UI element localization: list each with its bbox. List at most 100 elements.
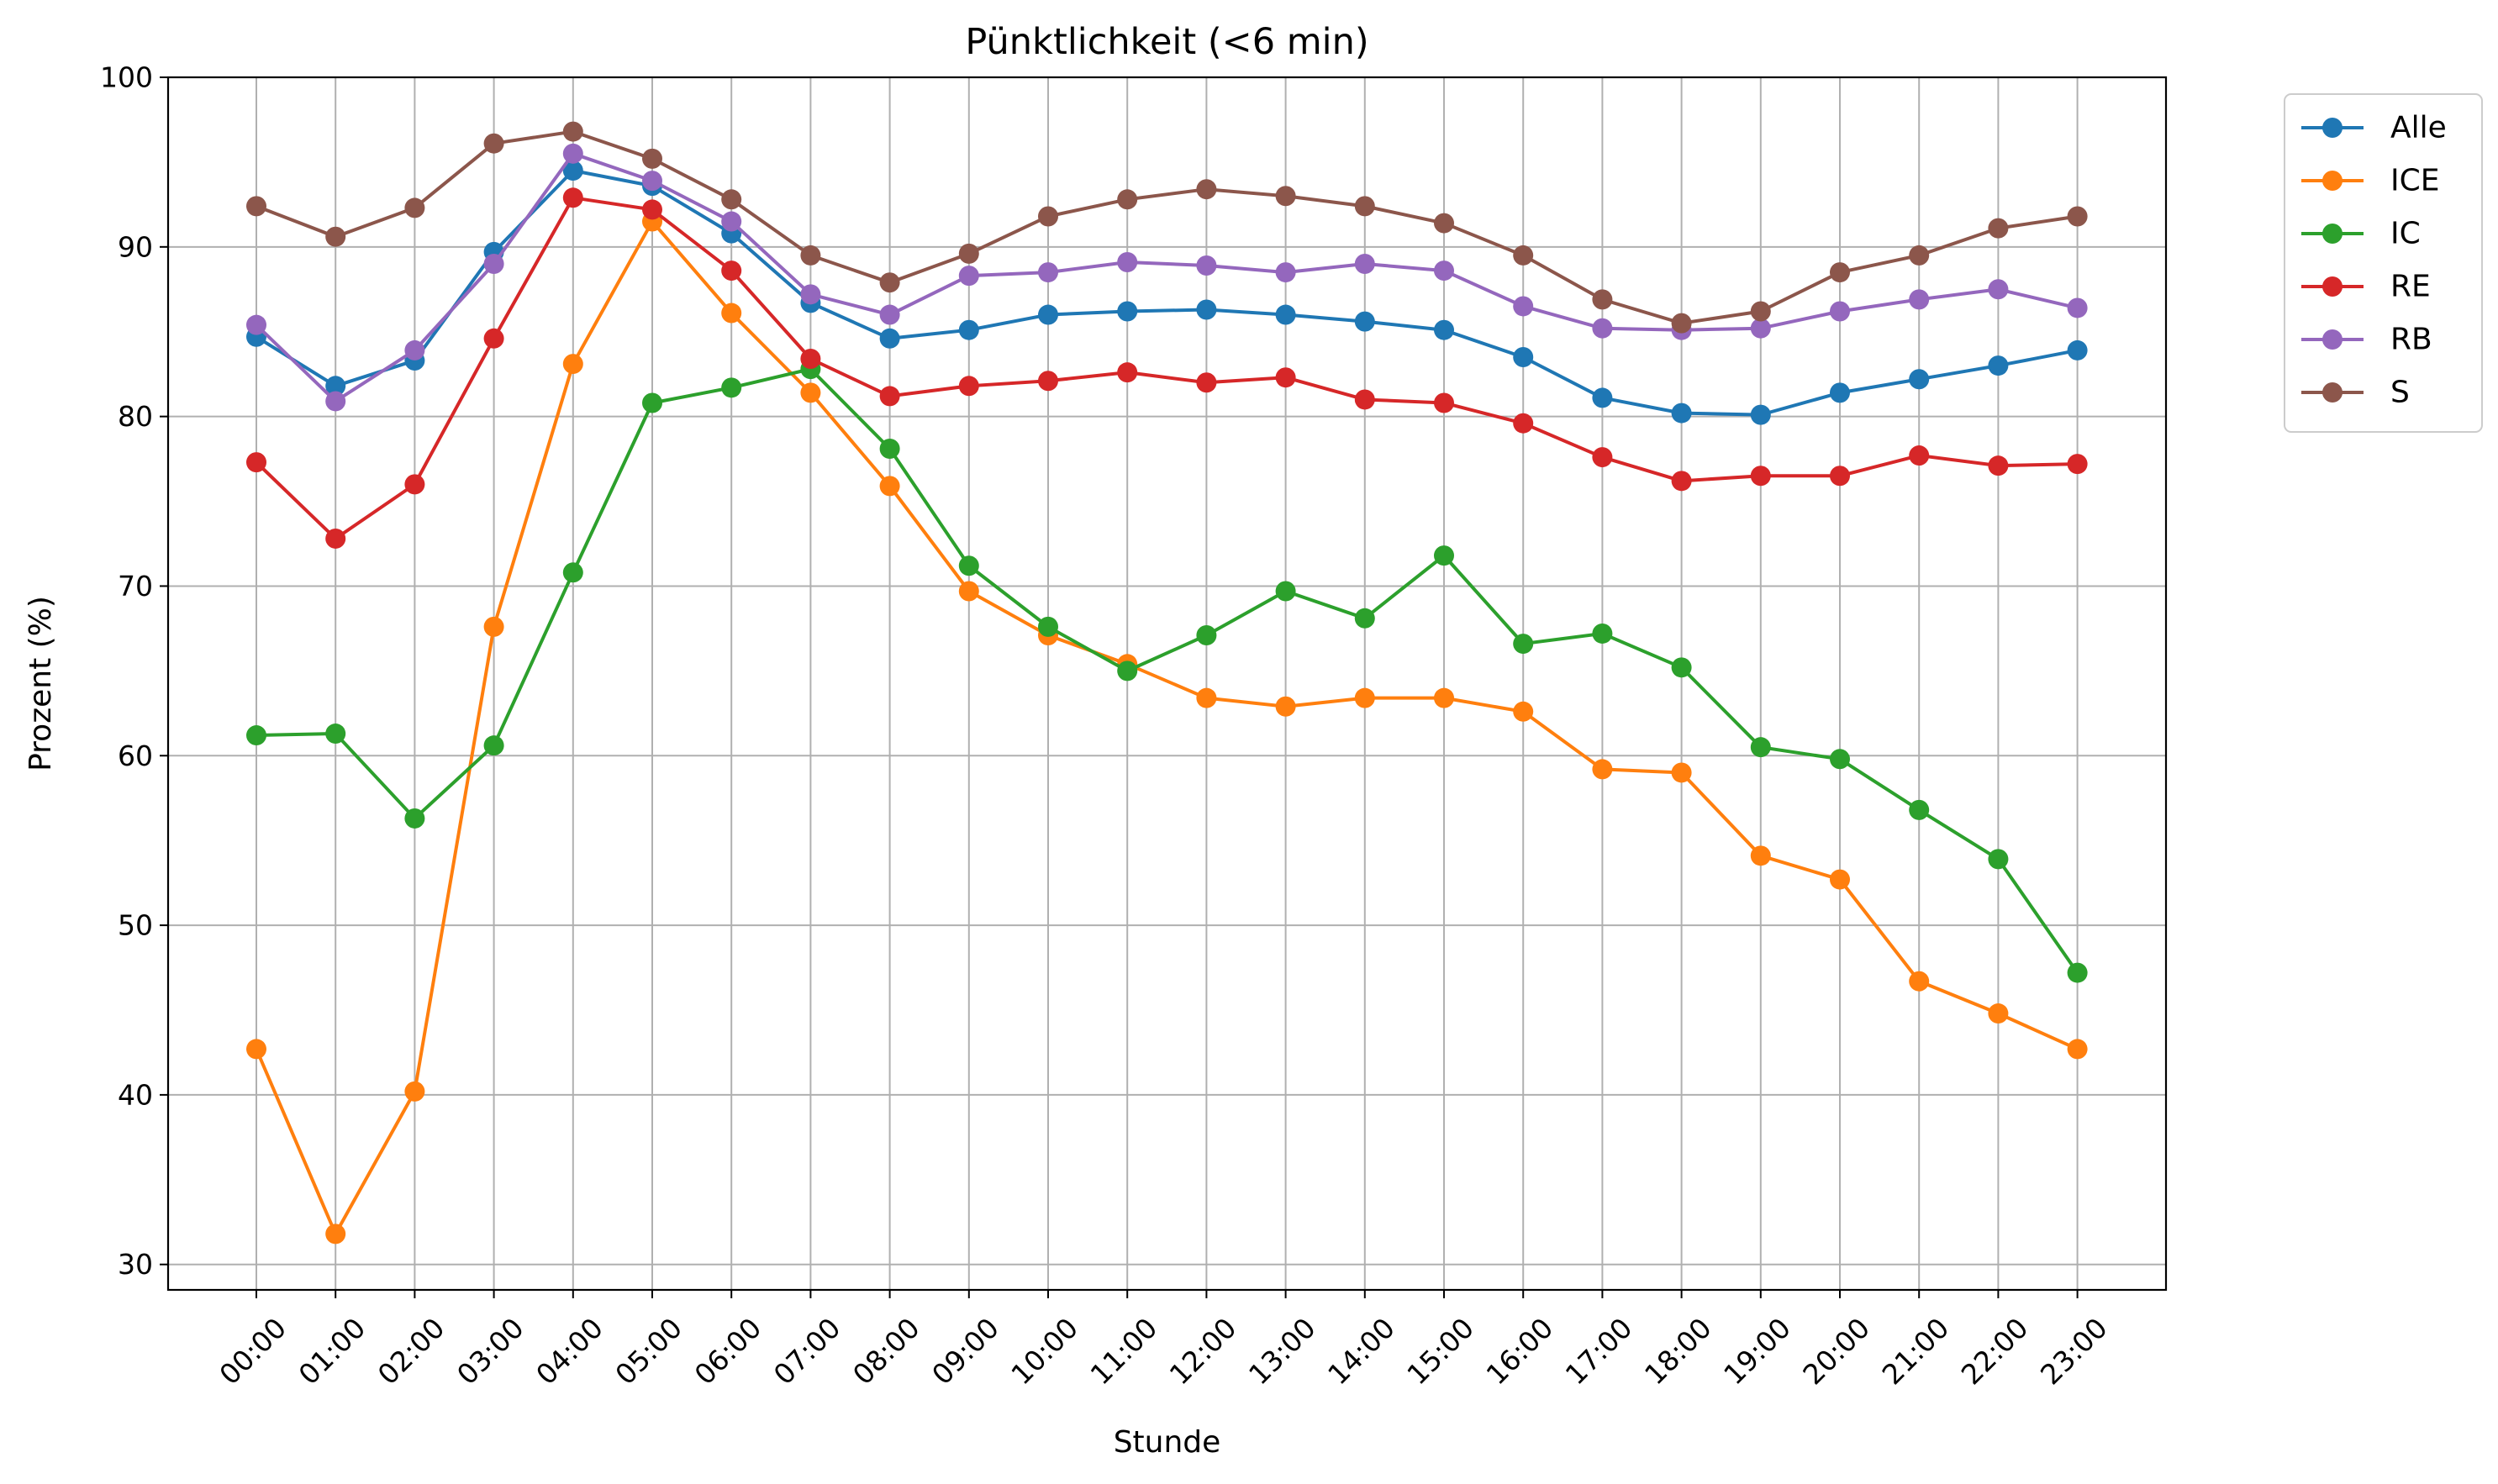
legend-marker-alle	[2322, 118, 2343, 138]
data-point-re	[879, 386, 900, 407]
legend-label-s: S	[2390, 376, 2410, 410]
data-point-ice	[404, 1081, 425, 1102]
y-tick-label: 50	[118, 909, 153, 942]
data-point-ic	[642, 392, 662, 413]
data-point-s	[1117, 189, 1138, 210]
data-point-ic	[1196, 624, 1217, 645]
legend-label-alle: Alle	[2390, 111, 2447, 145]
data-point-ic	[246, 725, 266, 746]
data-point-alle	[562, 161, 583, 181]
data-point-ice	[483, 616, 504, 637]
data-point-ic	[1275, 581, 1296, 602]
data-point-rb	[483, 254, 504, 274]
data-point-s	[721, 189, 742, 210]
data-point-rb	[1275, 262, 1296, 283]
data-point-ic	[562, 562, 583, 583]
data-point-ice	[721, 303, 742, 324]
data-point-ice	[958, 581, 979, 602]
data-point-ic	[1592, 623, 1613, 644]
data-point-ice	[325, 1224, 346, 1245]
data-point-s	[642, 148, 662, 169]
data-point-re	[1513, 413, 1534, 434]
data-point-ice	[246, 1039, 266, 1060]
data-point-ice	[1909, 971, 1930, 992]
data-point-re	[1354, 389, 1375, 410]
data-point-re	[1988, 455, 2009, 476]
data-point-s	[1830, 262, 1850, 283]
data-point-ic	[2067, 962, 2088, 983]
legend-item-rb: RB	[2301, 323, 2432, 357]
x-axis-label: Stunde	[1114, 1425, 1221, 1460]
data-point-ic	[1354, 608, 1375, 629]
legend-item-s: S	[2301, 376, 2410, 410]
chart-title: Pünktlichkeit (<6 min)	[965, 21, 1368, 63]
plot-area-frame	[166, 76, 2168, 1292]
data-point-alle	[1354, 311, 1375, 332]
data-point-alle	[325, 376, 346, 397]
data-point-re	[325, 528, 346, 549]
data-point-rb	[879, 304, 900, 325]
data-point-alle	[1830, 382, 1850, 403]
y-tick-label: 80	[118, 400, 153, 433]
data-point-ice	[2067, 1039, 2088, 1060]
series-rb	[246, 143, 2088, 412]
legend-label-ice: ICE	[2390, 164, 2440, 198]
data-point-rb	[404, 339, 425, 360]
data-point-rb	[721, 211, 742, 232]
data-point-ic	[1750, 737, 1771, 758]
data-point-ice	[1988, 1003, 2009, 1024]
data-point-ice	[1830, 869, 1850, 890]
data-point-alle	[1909, 369, 1930, 390]
legend-label-re: RE	[2390, 270, 2431, 304]
data-point-alle	[2067, 339, 2088, 360]
data-point-re	[1671, 471, 1692, 492]
data-point-re	[404, 474, 425, 495]
data-point-ic	[1038, 616, 1058, 637]
data-point-re	[1592, 447, 1613, 468]
data-point-ice	[1354, 687, 1375, 708]
data-point-alle	[1038, 304, 1058, 325]
data-point-ice	[1434, 687, 1454, 708]
legend-item-alle: Alle	[2301, 111, 2447, 145]
data-point-re	[246, 452, 266, 473]
data-point-alle	[879, 328, 900, 349]
legend-item-ice: ICE	[2301, 164, 2440, 198]
data-point-s	[1988, 218, 2009, 239]
data-point-ic	[958, 555, 979, 576]
data-point-rb	[1513, 296, 1534, 317]
data-point-s	[958, 243, 979, 264]
data-point-s	[246, 196, 266, 217]
data-point-re	[1750, 466, 1771, 487]
data-point-ice	[1592, 759, 1613, 780]
data-point-s	[1592, 289, 1613, 310]
data-point-ic	[879, 438, 900, 459]
data-point-ic	[1909, 799, 1930, 820]
data-point-rb	[1434, 260, 1454, 282]
legend-box	[2284, 93, 2483, 433]
data-point-s	[325, 226, 346, 247]
data-point-rb	[562, 143, 583, 164]
legend-marker-ic	[2322, 224, 2343, 244]
data-point-ice	[879, 476, 900, 497]
data-point-rb	[1038, 262, 1058, 283]
data-point-s	[2067, 206, 2088, 227]
data-point-re	[642, 199, 662, 220]
series-layer	[246, 121, 2088, 1245]
data-point-ic	[404, 808, 425, 829]
data-point-re	[562, 187, 583, 208]
data-point-ic	[1988, 849, 2009, 870]
data-point-ic	[1513, 634, 1534, 655]
data-point-rb	[325, 391, 346, 412]
data-point-rb	[1750, 318, 1771, 339]
y-tick-label: 40	[118, 1078, 153, 1111]
series-line-s	[256, 129, 2078, 325]
data-point-rb	[2067, 297, 2088, 318]
series-line-alle	[255, 169, 2078, 417]
data-point-rb	[958, 266, 979, 287]
data-point-ic	[483, 735, 504, 756]
legend-marker-s	[2322, 382, 2343, 403]
legend-item-ic: IC	[2301, 217, 2421, 251]
data-point-alle	[1275, 304, 1296, 325]
y-tick-label: 70	[118, 570, 153, 603]
